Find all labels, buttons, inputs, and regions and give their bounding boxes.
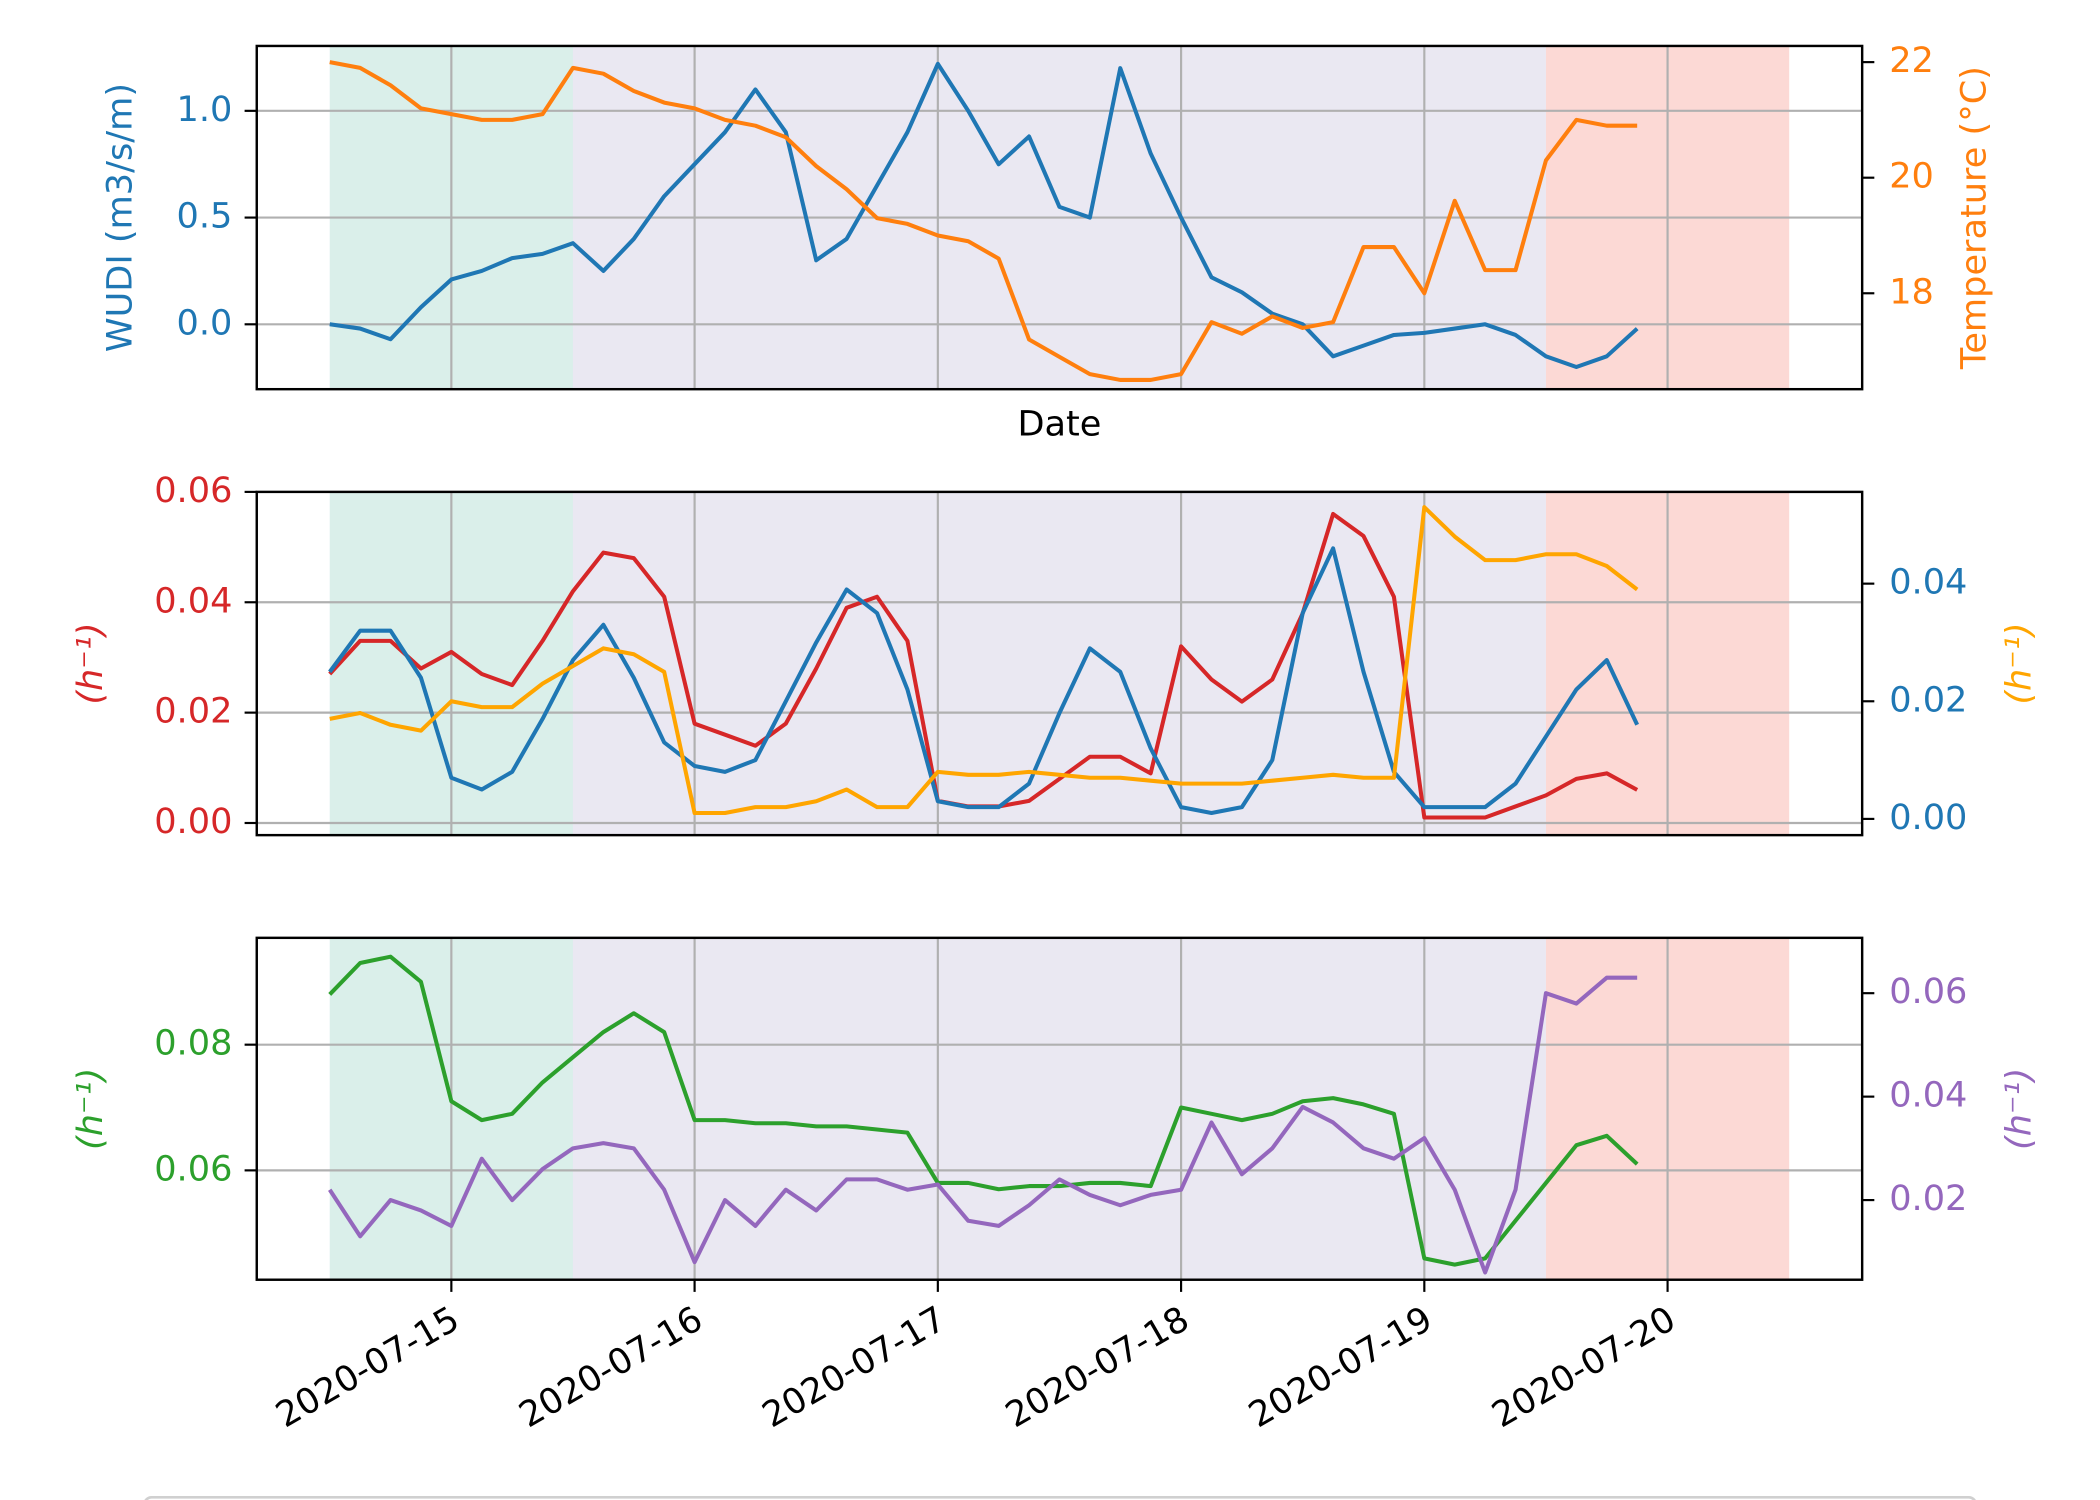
y-tick-label: 0.06 (154, 470, 232, 511)
y2-tick-label: 20 (1889, 156, 1934, 197)
series-line (328, 975, 1638, 1275)
legend-box (144, 1495, 1976, 1500)
axes-frame (255, 936, 1864, 1281)
x-tick-label: 2020-07-15 (269, 1299, 466, 1437)
y2-tick-label: 0.00 (1889, 797, 1967, 838)
y-tick-label: 0.06 (154, 1148, 232, 1189)
y-tick-label: 0.04 (154, 580, 232, 621)
y2-tick-label: 0.02 (1889, 679, 1967, 720)
shaded-span (572, 937, 1546, 1280)
y-axis-label: WUDI (m3/s/m) (100, 83, 141, 352)
plot-area (256, 491, 1863, 836)
series-line (329, 505, 1639, 816)
series-line (328, 546, 1639, 816)
y2-tick-label: 0.04 (1889, 562, 1967, 603)
y-tick-label: 0.5 (177, 196, 233, 237)
y2-axis-label: (h⁻¹) (1998, 622, 2039, 704)
y-tick-label: 0.08 (154, 1023, 232, 1064)
series-line (328, 954, 1639, 1267)
y-tick-label: 0.00 (154, 801, 232, 842)
x-tick-label: 2020-07-19 (1242, 1299, 1439, 1437)
shaded-span (572, 491, 1546, 836)
y2-tick-label: 0.04 (1889, 1075, 1967, 1116)
y-axis-label: (h⁻¹) (70, 622, 111, 704)
x-tick-label: 2020-07-16 (512, 1299, 709, 1437)
y2-axis-label: (h⁻¹) (1998, 1068, 2039, 1150)
y2-tick-label: 0.02 (1889, 1178, 1967, 1219)
x-tick-label: 2020-07-20 (1485, 1299, 1682, 1437)
axes-frame (255, 490, 1864, 837)
y-axis-label: (h⁻¹) (70, 1068, 111, 1150)
y-tick-label: 1.0 (177, 89, 233, 130)
x-axis-label: Date (1017, 404, 1101, 445)
series-line (329, 60, 1638, 382)
y2-tick-label: 22 (1889, 40, 1934, 81)
plot-area (256, 937, 1863, 1280)
y-tick-label: 0.02 (154, 691, 232, 732)
y2-tick-label: 0.06 (1889, 971, 1967, 1012)
series-line (329, 61, 1639, 370)
x-tick-label: 2020-07-18 (999, 1299, 1196, 1437)
plot-area (256, 45, 1863, 390)
y-tick-label: 0.0 (177, 302, 233, 343)
x-tick-label: 2020-07-17 (755, 1299, 952, 1437)
y2-axis-label: Temperature (°C) (1954, 66, 1995, 370)
y2-tick-label: 18 (1889, 271, 1934, 312)
